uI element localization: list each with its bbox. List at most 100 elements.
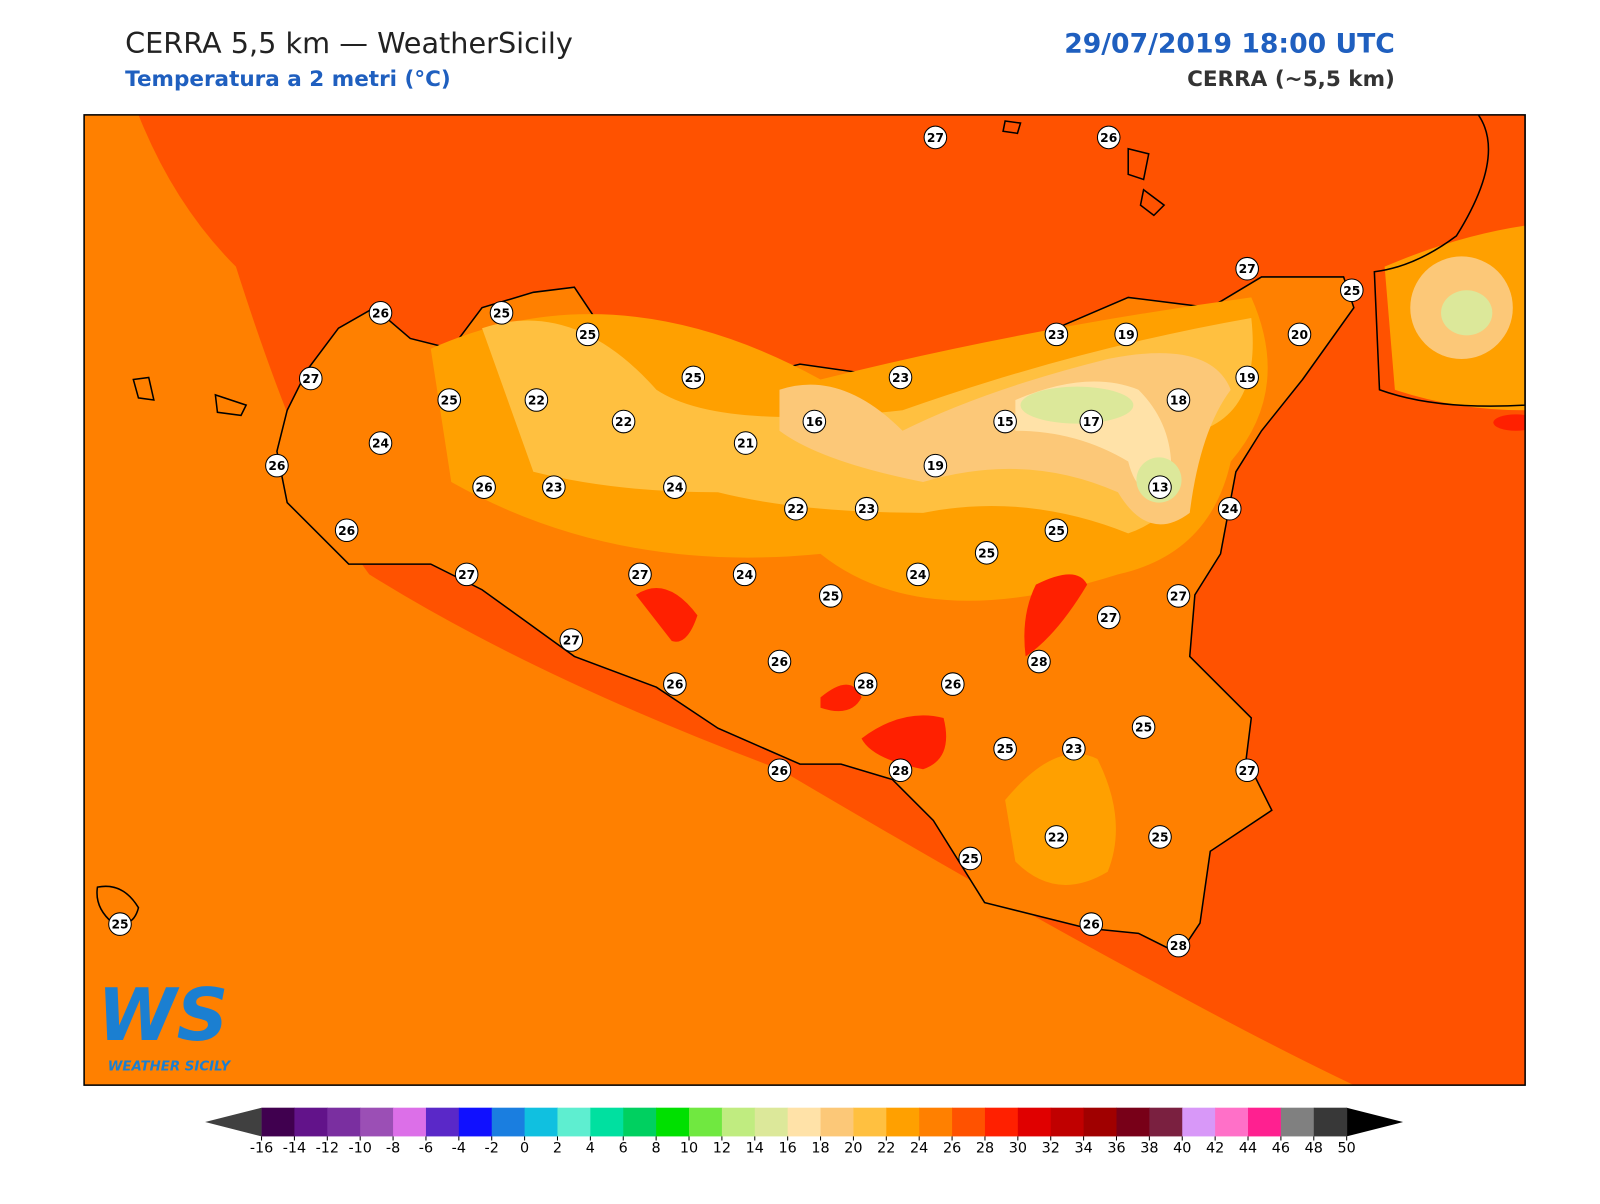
station-marker bbox=[767, 649, 792, 674]
colorbar-swatch bbox=[261, 1107, 295, 1137]
colorbar-label: 34 bbox=[1074, 1141, 1092, 1157]
station-value: 23 bbox=[1065, 742, 1082, 756]
station-marker bbox=[853, 672, 878, 696]
station-value: 26 bbox=[771, 655, 788, 669]
colorbar-swatch bbox=[853, 1107, 887, 1137]
station-value: 23 bbox=[1048, 328, 1065, 342]
station-marker bbox=[611, 409, 636, 434]
station-marker bbox=[993, 736, 1017, 761]
station-value: 27 bbox=[1239, 764, 1256, 778]
station-marker bbox=[1166, 388, 1191, 412]
colorbar-label: 6 bbox=[619, 1141, 628, 1157]
station-value: 25 bbox=[441, 394, 458, 408]
colorbar-label: 32 bbox=[1042, 1141, 1060, 1157]
station-value: 16 bbox=[806, 415, 823, 429]
station-marker bbox=[298, 366, 323, 391]
subtitle: Temperatura a 2 metri (°C) bbox=[125, 67, 451, 92]
colorbar-swatch bbox=[1248, 1107, 1282, 1137]
station-marker bbox=[265, 453, 289, 478]
station-value: 27 bbox=[1100, 611, 1117, 625]
hot-patch bbox=[635, 588, 698, 642]
colorbar-label: -16 bbox=[250, 1141, 273, 1157]
station-marker bbox=[888, 758, 913, 783]
colorbar-label: -6 bbox=[419, 1141, 433, 1157]
station-marker bbox=[454, 562, 479, 587]
station-value: 22 bbox=[1048, 830, 1065, 844]
logo: WS WEATHER SICILY bbox=[97, 973, 231, 1075]
colorbar-swatch bbox=[1149, 1107, 1183, 1137]
station-value: 24 bbox=[909, 568, 926, 582]
model: CERRA (~5,5 km) bbox=[1187, 67, 1395, 92]
station-marker bbox=[1096, 125, 1121, 150]
colorbar-swatch bbox=[425, 1107, 460, 1137]
colorbar-label: 44 bbox=[1239, 1141, 1257, 1157]
colorbar-swatch bbox=[820, 1107, 854, 1137]
station-value: 22 bbox=[615, 415, 632, 429]
colorbar-label: 46 bbox=[1272, 1141, 1290, 1157]
station-value: 27 bbox=[302, 372, 319, 386]
station-marker bbox=[1079, 912, 1104, 936]
colorbar-swatch bbox=[623, 1107, 657, 1137]
colorbar-swatch bbox=[886, 1107, 920, 1137]
station-value: 24 bbox=[736, 568, 753, 582]
colorbar-swatch bbox=[360, 1107, 394, 1137]
station-value: 19 bbox=[1118, 328, 1135, 342]
station-value: 25 bbox=[1343, 284, 1360, 298]
station-marker bbox=[1044, 322, 1069, 347]
colorbar-label: 26 bbox=[943, 1141, 961, 1157]
colorbar-swatch bbox=[689, 1107, 723, 1137]
station-value: 20 bbox=[1291, 328, 1308, 342]
colorbar-swatch bbox=[327, 1107, 361, 1137]
station-marker bbox=[767, 758, 792, 783]
station-value: 23 bbox=[858, 502, 875, 516]
station-marker bbox=[628, 562, 652, 587]
station-value: 28 bbox=[1170, 939, 1187, 953]
colorbar-label: 20 bbox=[844, 1141, 862, 1157]
colorbar-swatch bbox=[294, 1107, 328, 1137]
station-marker bbox=[542, 475, 566, 499]
map-field bbox=[84, 114, 1526, 1086]
hot-patch bbox=[861, 715, 947, 770]
colorbar-label: -4 bbox=[452, 1141, 466, 1157]
station-marker bbox=[108, 912, 132, 936]
station-marker bbox=[923, 125, 948, 150]
station-marker bbox=[1287, 322, 1312, 347]
station-value: 22 bbox=[528, 394, 545, 408]
warm-zone-se bbox=[1005, 753, 1116, 885]
station-value: 13 bbox=[1151, 481, 1168, 495]
station-marker bbox=[1079, 409, 1104, 434]
colorbar-label: 30 bbox=[1009, 1141, 1027, 1157]
station-marker bbox=[1166, 584, 1191, 608]
station-value: 28 bbox=[857, 678, 874, 692]
station-value: 26 bbox=[338, 524, 355, 538]
title: CERRA 5,5 km — WeatherSicily bbox=[125, 26, 573, 60]
colorbar-label: 40 bbox=[1173, 1141, 1191, 1157]
station-marker bbox=[368, 431, 393, 455]
station-value: 26 bbox=[944, 678, 961, 692]
station-marker bbox=[1339, 278, 1364, 303]
station-marker bbox=[1148, 475, 1172, 499]
colorbar-label: 24 bbox=[910, 1141, 928, 1157]
colorbar-label: 16 bbox=[779, 1141, 797, 1157]
station-value: 25 bbox=[1135, 721, 1152, 735]
station-marker bbox=[802, 409, 827, 434]
colorbar-swatch bbox=[1083, 1107, 1118, 1137]
colorbar-swatch bbox=[721, 1107, 756, 1137]
colorbar-label: 36 bbox=[1107, 1141, 1125, 1157]
colorbar-swatch bbox=[458, 1107, 493, 1137]
colorbar-swatch bbox=[656, 1107, 690, 1137]
station-value: 25 bbox=[579, 328, 596, 342]
station-value: 22 bbox=[787, 502, 804, 516]
colorbar-swatch bbox=[754, 1107, 789, 1137]
colorbar-label: 48 bbox=[1305, 1141, 1323, 1157]
station-marker bbox=[906, 562, 930, 587]
station-value: 26 bbox=[666, 678, 683, 692]
station-marker bbox=[923, 453, 948, 478]
station-marker bbox=[733, 431, 758, 455]
calabria-cold bbox=[1441, 290, 1493, 336]
station-marker bbox=[818, 584, 843, 608]
station-value: 27 bbox=[1239, 262, 1256, 276]
colorbar-swatch bbox=[787, 1107, 822, 1137]
colorbar-under bbox=[205, 1107, 262, 1137]
